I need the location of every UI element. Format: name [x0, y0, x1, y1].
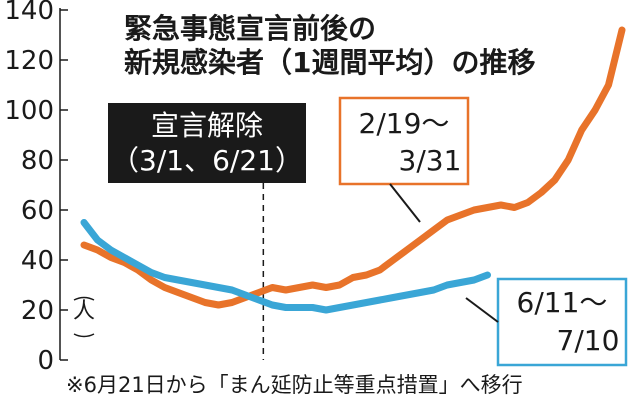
- y-unit-bracket-bottom: [73, 333, 95, 338]
- series-line-2-19-to-3-31: [80, 26, 626, 309]
- chart-title-line-2: 新規感染者（1週間平均）の推移: [124, 46, 535, 79]
- declaration-lifted-label-line-2: （3/1、6/21）: [111, 144, 303, 177]
- series-6-11-to-7-10-leader-line: [465, 297, 499, 323]
- series-2-19-to-3-31-label-line-1: 2/19〜: [359, 107, 450, 140]
- y-tick-label-60: 60: [21, 196, 54, 226]
- y-axis-unit-label: 人: [73, 299, 95, 324]
- y-unit-bracket-top: [73, 296, 95, 301]
- y-tick-label-100: 100: [4, 96, 54, 126]
- footnote: ※6月21日から「まん延防止等重点措置」へ移行: [66, 373, 523, 397]
- y-tick-label-20: 20: [21, 296, 54, 326]
- series-6-11-to-7-10-label-line-1: 6/11〜: [517, 286, 608, 319]
- y-tick-label-0: 0: [37, 346, 54, 376]
- series-6-11-to-7-10-label-line-2: 7/10: [557, 324, 620, 357]
- series-2-19-to-3-31-label-line-2: 3/31: [399, 144, 462, 177]
- y-tick-group: 0 20 40 60 80 100 120 140: [4, 0, 68, 376]
- declaration-lifted-label-line-1: 宣言解除: [151, 109, 263, 142]
- y-tick-label-80: 80: [21, 146, 54, 176]
- y-tick-label-120: 120: [4, 46, 54, 76]
- y-tick-label-40: 40: [21, 246, 54, 276]
- series-2-19-to-3-31-label-box: [338, 96, 470, 186]
- chart-title-line-1: 緊急事態宣言前後の: [124, 12, 376, 45]
- declaration-lifted-label-box: [108, 103, 306, 183]
- y-tick-label-140: 140: [4, 0, 54, 26]
- series-line-6-11-to-7-10: [80, 219, 491, 314]
- series-2-19-to-3-31-leader-line: [389, 183, 421, 223]
